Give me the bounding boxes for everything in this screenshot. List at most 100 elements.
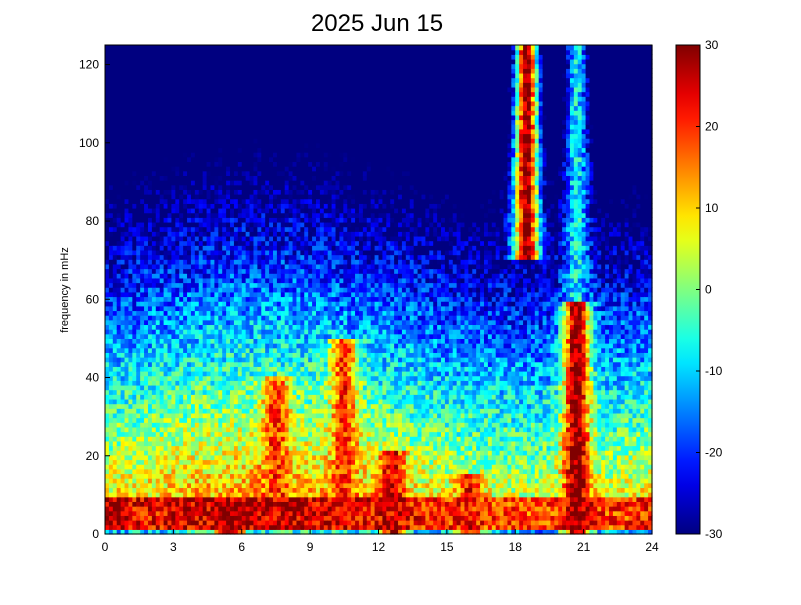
heatmap-cell — [269, 422, 274, 428]
heatmap-cell — [218, 119, 223, 125]
heatmap-cell — [194, 343, 200, 349]
heatmap-cell — [206, 468, 212, 475]
heatmap-cell — [108, 221, 114, 228]
heatmap-cell — [265, 440, 270, 447]
heatmap-cell — [167, 431, 173, 437]
heatmap-cell — [140, 380, 145, 386]
heatmap-cell — [175, 380, 180, 386]
heatmap-cell — [241, 128, 247, 135]
heatmap-cell — [167, 445, 173, 451]
heatmap-cell — [249, 371, 255, 377]
heatmap-cell — [120, 319, 126, 326]
heatmap-cell — [198, 128, 204, 135]
heatmap-cell — [105, 277, 110, 284]
heatmap-cell — [276, 468, 282, 475]
heatmap-cell — [175, 366, 180, 372]
heatmap-cell — [257, 58, 262, 65]
heatmap-cell — [140, 315, 145, 321]
heatmap-cell — [284, 380, 290, 386]
heatmap-cell — [226, 301, 231, 307]
heatmap-cell — [120, 459, 126, 465]
heatmap-cell — [226, 282, 231, 288]
heatmap-cell — [202, 45, 208, 51]
heatmap-cell — [163, 180, 169, 186]
heatmap-cell — [120, 133, 126, 139]
heatmap-cell — [183, 217, 188, 223]
heatmap-cell — [202, 277, 208, 284]
heatmap-cell — [159, 63, 165, 69]
heatmap-cell — [273, 296, 278, 302]
heatmap-cell — [214, 375, 219, 381]
heatmap-cell — [261, 371, 266, 377]
heatmap-cell — [147, 128, 153, 135]
heatmap-cell — [206, 384, 212, 391]
heatmap-cell — [171, 296, 176, 302]
heatmap-cell — [116, 119, 122, 125]
heatmap-cell — [151, 72, 157, 79]
heatmap-cell — [179, 105, 184, 111]
heatmap-cell — [108, 459, 114, 465]
heatmap-cell — [214, 324, 219, 330]
heatmap-cell — [280, 119, 286, 125]
heatmap-cell — [222, 119, 227, 125]
heatmap-cell — [253, 175, 258, 181]
heatmap-cell — [280, 91, 286, 97]
heatmap-cell — [284, 231, 290, 237]
heatmap-cell — [183, 450, 188, 456]
heatmap-cell — [159, 105, 165, 111]
heatmap-cell — [171, 273, 176, 279]
heatmap-cell — [226, 138, 231, 144]
heatmap-cell — [257, 366, 262, 372]
heatmap-cell — [269, 394, 274, 400]
heatmap-cell — [124, 217, 130, 223]
heatmap-cell — [124, 138, 130, 144]
heatmap-cell — [276, 473, 282, 479]
heatmap-cell — [171, 496, 176, 502]
heatmap-cell — [116, 310, 122, 316]
heatmap-cell — [210, 203, 215, 209]
heatmap-cell — [171, 259, 176, 265]
heatmap-cell — [276, 366, 282, 372]
heatmap-cell — [194, 152, 200, 158]
heatmap-cell — [214, 478, 219, 484]
heatmap-cell — [245, 49, 251, 55]
heatmap-cell — [159, 431, 165, 437]
heatmap-cell — [257, 86, 262, 93]
heatmap-cell — [273, 361, 278, 367]
heatmap-cell — [151, 68, 157, 74]
heatmap-cell — [124, 305, 130, 312]
heatmap-cell — [151, 487, 157, 493]
heatmap-cell — [233, 524, 239, 530]
heatmap-cell — [132, 496, 137, 502]
heatmap-cell — [132, 198, 137, 204]
heatmap-cell — [128, 235, 133, 242]
heatmap-cell — [218, 277, 223, 284]
heatmap-cell — [159, 142, 165, 149]
heatmap-cell — [190, 459, 196, 465]
heatmap-cell — [218, 445, 223, 451]
heatmap-cell — [276, 245, 282, 251]
heatmap-cell — [245, 263, 251, 270]
heatmap-cell — [175, 110, 180, 116]
heatmap-cell — [163, 124, 169, 130]
heatmap-cell — [276, 198, 282, 204]
heatmap-cell — [179, 520, 184, 526]
heatmap-cell — [108, 58, 114, 65]
heatmap-cell — [241, 384, 247, 391]
heatmap-cell — [128, 217, 133, 223]
heatmap-cell — [151, 273, 157, 279]
heatmap-cell — [284, 478, 290, 484]
heatmap-cell — [233, 105, 239, 111]
heatmap-cell — [183, 240, 188, 246]
heatmap-cell — [210, 287, 215, 293]
heatmap-cell — [202, 357, 208, 363]
heatmap-cell — [230, 315, 235, 321]
heatmap-cell — [284, 254, 290, 260]
heatmap-cell — [147, 268, 153, 274]
heatmap-cell — [261, 161, 266, 167]
heatmap-cell — [155, 152, 161, 158]
heatmap-cell — [265, 119, 270, 125]
heatmap-cell — [163, 156, 169, 163]
heatmap-cell — [140, 114, 145, 121]
heatmap-cell — [222, 371, 227, 377]
